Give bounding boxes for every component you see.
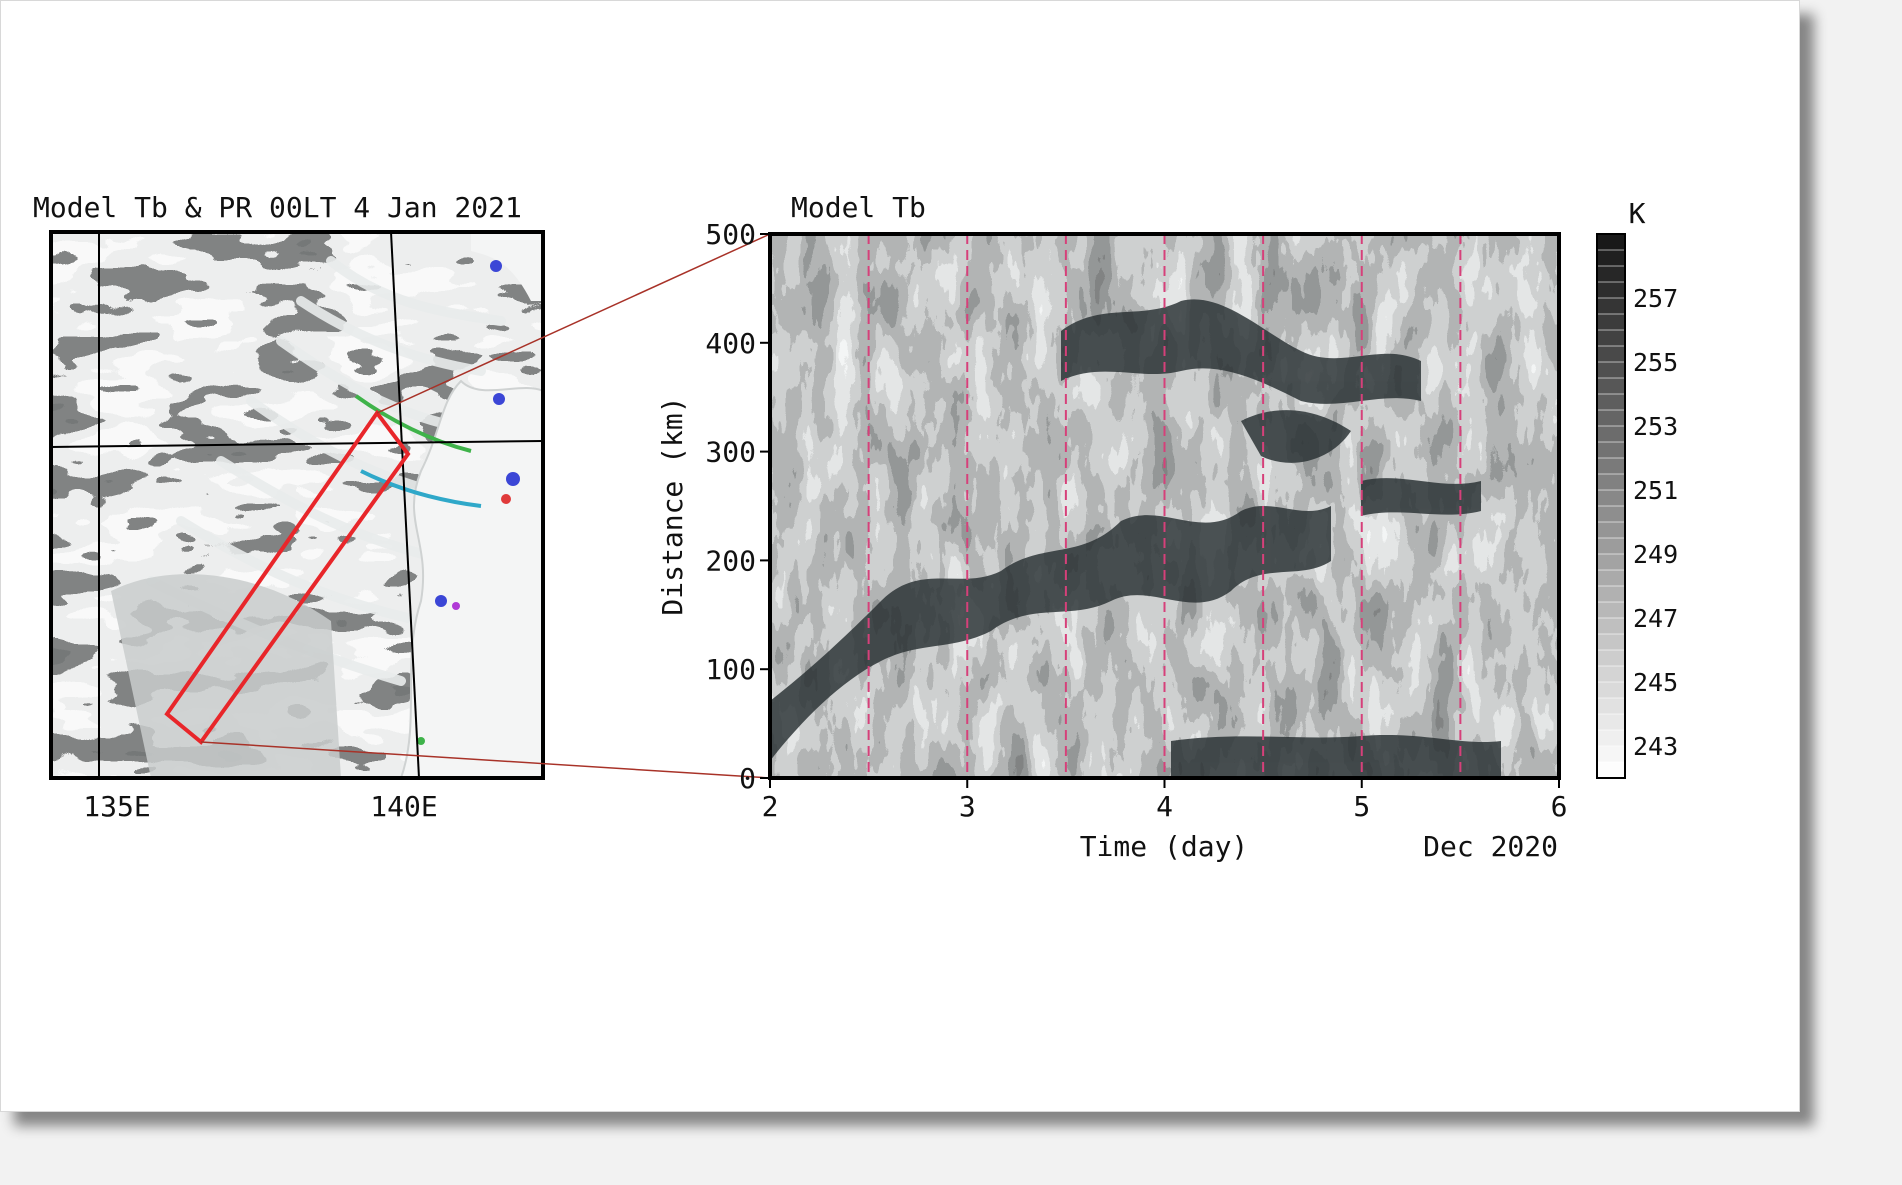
colorbar-swatch <box>1596 569 1626 587</box>
colorbar-swatch <box>1596 345 1626 363</box>
colorbar-swatch <box>1596 329 1626 347</box>
y-tick-label: 0 <box>739 762 756 795</box>
y-tick-label: 100 <box>705 653 756 686</box>
colorbar-swatch <box>1596 713 1626 731</box>
hovmoller-panel: Model Tb 2 3 4 5 6 0 100 200 300 400 500 Time (da… <box>656 191 1567 863</box>
colorbar-swatch <box>1596 553 1626 571</box>
colorbar-swatch <box>1596 585 1626 603</box>
colorbar-swatch <box>1596 505 1626 523</box>
colorbar-swatch <box>1596 473 1626 491</box>
connector-bottom <box>200 741 771 779</box>
colorbar-swatch <box>1596 521 1626 539</box>
colorbar-swatch <box>1596 489 1626 507</box>
colorbar-tick-label: 247 <box>1633 604 1678 633</box>
x-axis-label: Time (day) <box>1080 830 1249 863</box>
x-tick-label: 6 <box>1551 790 1568 823</box>
y-axis-ticks: 0 100 200 300 400 500 <box>705 218 770 795</box>
colorbar-tick-label: 251 <box>1633 476 1678 505</box>
connector-top <box>376 233 771 414</box>
y-tick-label: 500 <box>705 218 756 251</box>
colorbar-unit: K <box>1629 197 1646 230</box>
colorbar-tick-label: 257 <box>1633 284 1678 313</box>
colorbar-swatch <box>1596 313 1626 331</box>
colorbar-swatch <box>1596 649 1626 667</box>
colorbar-swatch <box>1596 265 1626 283</box>
dashed-day-lines <box>867 234 1462 778</box>
colorbar-swatch <box>1596 377 1626 395</box>
map-title: Model Tb & PR 00LT 4 Jan 2021 <box>33 191 522 224</box>
map-xtick-140e: 140E <box>370 790 437 823</box>
colorbar-swatch <box>1596 697 1626 715</box>
colorbar-swatch <box>1596 233 1626 251</box>
precipitation-marks <box>354 260 520 745</box>
colorbar-tick-label: 249 <box>1633 540 1678 569</box>
colorbar-tick-label: 255 <box>1633 348 1678 377</box>
colorbar-swatch <box>1596 409 1626 427</box>
colorbar-swatch <box>1596 425 1626 443</box>
colorbar-labels: 257 255 253 251 249 247 245 243 <box>1633 284 1678 761</box>
x-tick-label: 3 <box>959 790 976 823</box>
colorbar-swatch <box>1596 281 1626 299</box>
figure-card: Model Tb & PR 00LT 4 Jan 2021 <box>0 0 1800 1112</box>
colorbar: K 257 255 253 251 249 247 245 243 <box>1596 197 1678 779</box>
colorbar-tick-label: 253 <box>1633 412 1678 441</box>
date-label: Dec 2020 <box>1423 830 1558 863</box>
map-xtick-135e: 135E <box>83 790 150 823</box>
x-axis-ticks: 2 3 4 5 6 <box>762 778 1568 823</box>
colorbar-swatch <box>1596 745 1626 763</box>
map-image <box>51 232 543 778</box>
x-tick-label: 5 <box>1353 790 1370 823</box>
hovmoller-image <box>770 234 1559 778</box>
colorbar-tick-label: 243 <box>1633 732 1678 761</box>
x-tick-label: 2 <box>762 790 779 823</box>
colorbar-swatch <box>1596 761 1626 779</box>
colorbar-swatch <box>1596 601 1626 619</box>
colorbar-tick-label: 245 <box>1633 668 1678 697</box>
colorbar-swatch <box>1596 617 1626 635</box>
colorbar-swatch <box>1596 297 1626 315</box>
map-panel: Model Tb & PR 00LT 4 Jan 2021 <box>33 191 771 823</box>
colorbar-swatch <box>1596 681 1626 699</box>
hovmoller-title: Model Tb <box>791 191 926 224</box>
colorbar-swatches <box>1596 233 1626 779</box>
colorbar-swatch <box>1596 665 1626 683</box>
colorbar-swatch <box>1596 441 1626 459</box>
x-tick-label: 4 <box>1156 790 1173 823</box>
y-tick-label: 200 <box>705 544 756 577</box>
y-tick-label: 400 <box>705 327 756 360</box>
colorbar-swatch <box>1596 729 1626 747</box>
colorbar-swatch <box>1596 457 1626 475</box>
figure-canvas: Model Tb & PR 00LT 4 Jan 2021 <box>33 191 1678 863</box>
y-tick-label: 300 <box>705 436 756 469</box>
colorbar-swatch <box>1596 633 1626 651</box>
colorbar-swatch <box>1596 537 1626 555</box>
y-axis-label: Distance (km) <box>656 396 689 615</box>
colorbar-swatch <box>1596 393 1626 411</box>
colorbar-swatch <box>1596 249 1626 267</box>
colorbar-swatch <box>1596 361 1626 379</box>
